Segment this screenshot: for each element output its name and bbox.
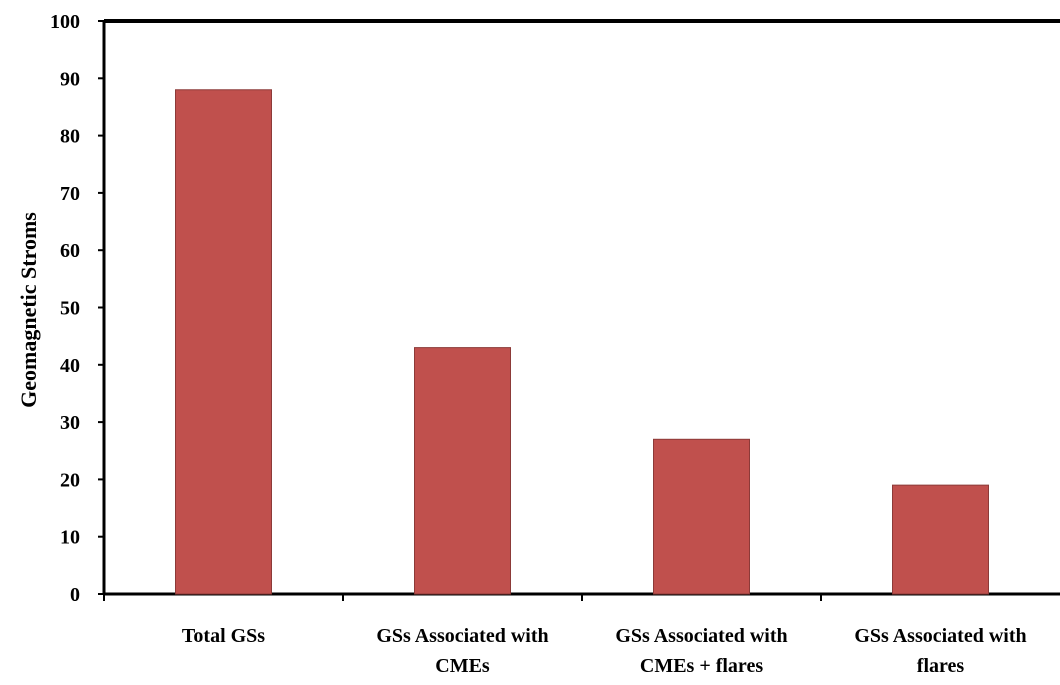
bar [175,89,272,595]
x-tick-label: GSs Associated with flares [854,625,1026,677]
x-tick-label-line: CMEs [435,655,490,677]
x-tick-label-line: Total GSs [182,625,265,647]
x-tick-label: GSs Associated with CMEs + flares [615,625,787,677]
x-tick-label-line: GSs Associated with [376,625,548,647]
y-tick-label: 30 [60,412,80,434]
y-axis-label: Geomagnetic Stroms [16,212,41,408]
y-tick-label: 0 [70,584,80,606]
bar [892,484,989,595]
x-tick-label-line: flares [917,655,965,677]
bar [414,347,511,595]
y-axis-ticks: 0 10 20 30 40 50 60 70 80 90 100 [50,11,104,606]
y-tick-label: 20 [60,469,80,491]
y-tick-label: 40 [60,355,80,377]
x-tick-label: GSs Associated with CMEs [376,625,548,677]
y-tick-label: 100 [50,11,80,33]
y-tick-label: 70 [60,183,80,205]
x-tick-label-line: CMEs + flares [640,655,763,677]
bars-group [175,89,989,595]
y-tick-label: 10 [60,527,80,549]
y-tick-label: 90 [60,68,80,90]
x-tick-label-line: GSs Associated with [615,625,787,647]
y-tick-label: 60 [60,240,80,262]
y-tick-label: 50 [60,298,80,320]
bar [653,438,750,595]
y-tick-label: 80 [60,126,80,148]
x-tick-label: Total GSs [182,625,265,647]
x-tick-label-line: GSs Associated with [854,625,1026,647]
